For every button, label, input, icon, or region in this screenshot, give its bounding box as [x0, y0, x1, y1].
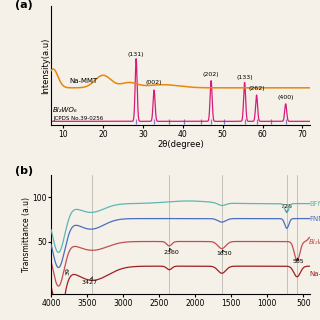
Text: Bi₂WO₆: Bi₂WO₆ [53, 107, 78, 113]
Text: 2360: 2360 [164, 248, 179, 255]
Text: (002): (002) [146, 80, 162, 85]
Text: (a): (a) [15, 0, 33, 11]
Y-axis label: Intensity(a.u): Intensity(a.u) [41, 38, 50, 94]
Text: (131): (131) [128, 52, 144, 57]
Text: Bi₂WO₆: Bi₂WO₆ [309, 238, 320, 244]
Text: 1630: 1630 [217, 250, 232, 256]
Text: 39: 39 [66, 267, 71, 275]
Text: BFNM: BFNM [309, 201, 320, 207]
X-axis label: 2θ(degree): 2θ(degree) [157, 140, 204, 149]
Text: 3427: 3427 [82, 277, 98, 284]
Text: (262): (262) [248, 86, 265, 91]
Text: (b): (b) [15, 166, 33, 176]
Text: (400): (400) [277, 95, 294, 100]
Text: JCPDS No.39-0256: JCPDS No.39-0256 [53, 116, 103, 121]
Text: FNM: FNM [309, 216, 320, 221]
Text: Na-MMT: Na-MMT [69, 78, 97, 84]
Text: (133): (133) [236, 75, 253, 80]
Y-axis label: Transmittance (a.u): Transmittance (a.u) [22, 197, 31, 272]
Text: (202): (202) [203, 72, 220, 77]
Text: Na-MMT: Na-MMT [309, 271, 320, 277]
Text: 585: 585 [292, 258, 304, 264]
Text: 728: 728 [281, 204, 293, 212]
